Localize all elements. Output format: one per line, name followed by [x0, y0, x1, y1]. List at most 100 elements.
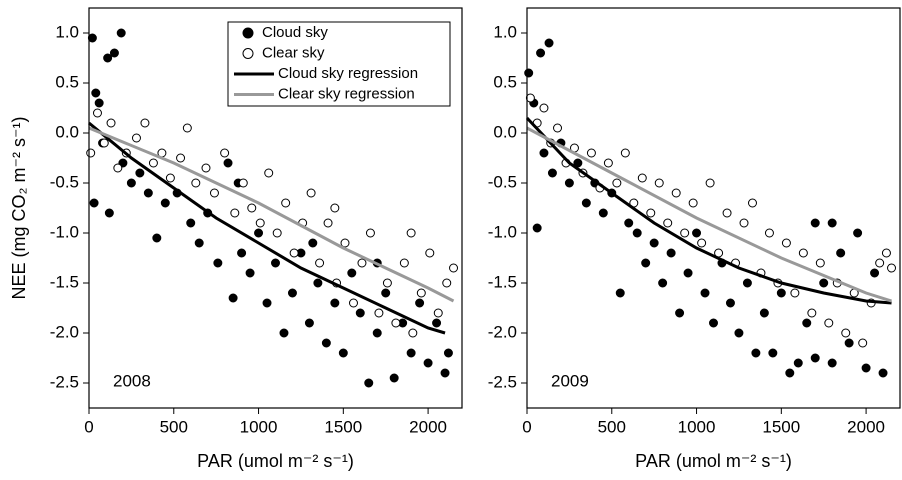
- data-point: [262, 298, 272, 308]
- x-tick-label: 500: [160, 417, 188, 436]
- data-point: [751, 348, 761, 358]
- legend-swatch: [242, 48, 254, 59]
- data-point: [646, 208, 656, 218]
- data-point: [140, 118, 150, 128]
- data-point: [700, 288, 710, 298]
- plot-frame: [88, 7, 463, 409]
- x-tick-label: 2000: [409, 417, 447, 436]
- y-tick-label: -1.0: [488, 222, 517, 241]
- data-point: [321, 338, 331, 348]
- data-point: [391, 318, 401, 328]
- data-point: [230, 208, 240, 218]
- x-tick-label: 2000: [847, 417, 885, 436]
- y-tick-label: -1.5: [50, 272, 79, 291]
- data-point: [671, 188, 681, 198]
- data-point: [281, 198, 291, 208]
- data-point: [87, 33, 97, 43]
- data-point: [675, 308, 685, 318]
- data-point: [603, 158, 613, 168]
- data-point: [819, 278, 829, 288]
- y-tick-label: -0.5: [488, 172, 517, 191]
- data-point: [160, 198, 170, 208]
- data-point: [374, 308, 384, 318]
- data-point: [89, 198, 99, 208]
- data-point: [406, 348, 416, 358]
- data-point: [165, 173, 175, 183]
- data-point: [632, 228, 642, 238]
- data-point: [126, 178, 136, 188]
- data-point: [271, 258, 280, 268]
- data-point: [143, 188, 153, 198]
- data-point: [853, 228, 863, 238]
- data-point: [425, 248, 435, 258]
- data-point: [148, 158, 158, 168]
- data-point: [223, 158, 233, 168]
- data-point: [824, 318, 834, 328]
- data-point: [539, 148, 549, 158]
- data-point: [364, 378, 374, 388]
- data-point: [536, 48, 546, 58]
- y-tick-label: -0.5: [50, 172, 79, 191]
- data-point: [131, 133, 141, 143]
- data-point: [357, 258, 367, 268]
- data-point: [524, 68, 534, 78]
- data-point: [382, 278, 392, 288]
- data-point: [415, 298, 425, 308]
- y-tick-label: -2.5: [50, 372, 79, 391]
- data-point: [191, 178, 201, 188]
- data-point: [663, 218, 673, 228]
- y-tick-label: -1.0: [50, 222, 79, 241]
- data-point: [254, 228, 264, 238]
- data-point: [330, 298, 340, 308]
- data-point: [372, 328, 382, 338]
- data-point: [113, 163, 123, 173]
- data-point: [525, 93, 535, 103]
- data-point: [116, 28, 126, 38]
- data-point: [408, 328, 418, 338]
- data-point: [841, 328, 851, 338]
- data-point: [798, 248, 808, 258]
- data-point: [734, 328, 744, 338]
- data-point: [264, 168, 274, 178]
- data-point: [406, 228, 416, 238]
- data-point: [564, 178, 574, 188]
- legend-label: Clear sky: [262, 44, 325, 61]
- data-point: [827, 218, 837, 228]
- data-point: [238, 178, 248, 188]
- y-tick-label: -2.0: [50, 322, 79, 341]
- data-point: [793, 358, 803, 368]
- data-point: [399, 258, 409, 268]
- y-tick-label: 0.0: [493, 122, 517, 141]
- data-point: [666, 248, 676, 258]
- data-point: [91, 88, 101, 98]
- data-point: [547, 168, 557, 178]
- data-point: [637, 173, 647, 183]
- data-point: [553, 123, 563, 133]
- data-point: [654, 178, 664, 188]
- data-point: [104, 208, 114, 218]
- data-point: [306, 188, 316, 198]
- data-point: [186, 218, 196, 228]
- data-point: [315, 258, 325, 268]
- y-tick-label: -2.5: [488, 372, 517, 391]
- data-point: [201, 163, 211, 173]
- data-point: [620, 148, 630, 158]
- regression-line: [526, 126, 892, 303]
- legend-label: Cloud sky: [262, 24, 328, 41]
- data-point: [722, 208, 732, 218]
- data-point: [697, 238, 707, 248]
- x-tick-label: 1500: [324, 417, 362, 436]
- data-point: [641, 258, 651, 268]
- x-tick-label: 0: [522, 417, 531, 436]
- data-point: [247, 203, 257, 213]
- data-point: [573, 158, 583, 168]
- data-point: [106, 118, 116, 128]
- data-point: [338, 348, 348, 358]
- data-point: [680, 228, 690, 238]
- data-point: [875, 258, 885, 268]
- data-point: [539, 103, 549, 113]
- data-point: [213, 258, 223, 268]
- data-point: [355, 308, 365, 318]
- data-point: [705, 178, 715, 188]
- year-annotation: 2009: [551, 371, 589, 390]
